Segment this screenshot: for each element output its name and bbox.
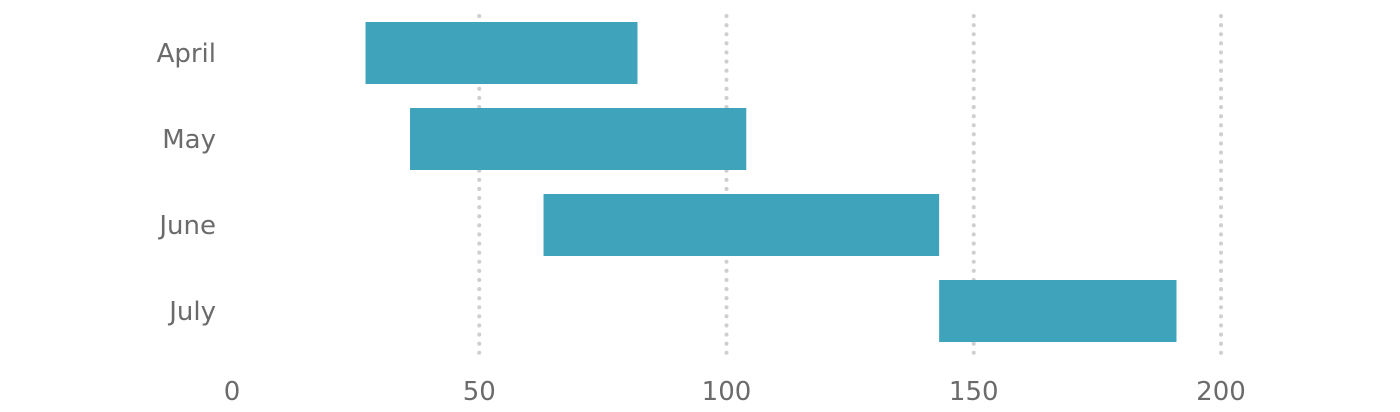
bar-july [939, 280, 1177, 342]
x-axis-ticks: 0 50 100 150 200 [224, 377, 1246, 407]
x-tick-label-200: 200 [1196, 377, 1246, 407]
category-labels: April May June July [157, 39, 216, 327]
bar-may [410, 108, 747, 170]
category-label-june: June [157, 211, 216, 241]
x-tick-label-100: 100 [702, 377, 752, 407]
bar-layer [365, 22, 1177, 342]
category-label-july: July [167, 297, 216, 327]
category-label-april: April [157, 39, 216, 69]
x-tick-label-50: 50 [463, 377, 496, 407]
x-tick-label-150: 150 [949, 377, 999, 407]
bar-april [365, 22, 638, 84]
category-label-may: May [162, 125, 216, 155]
bar-june [543, 194, 940, 256]
x-tick-label-0: 0 [224, 377, 241, 407]
